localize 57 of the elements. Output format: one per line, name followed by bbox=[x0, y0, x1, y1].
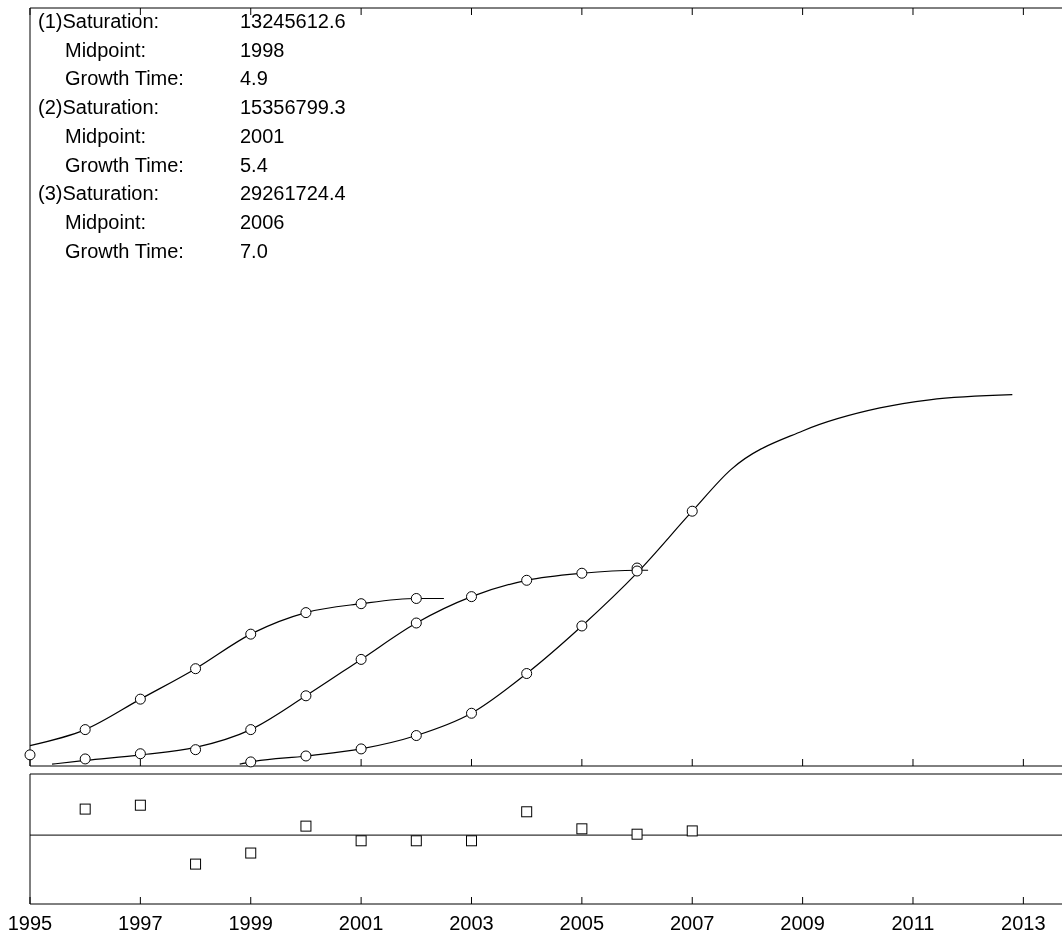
point bbox=[134, 693, 146, 705]
point bbox=[355, 743, 367, 755]
point bbox=[134, 748, 146, 760]
point bbox=[466, 835, 477, 847]
text: Growth Time: 5.4 bbox=[65, 153, 268, 176]
text: (3)Saturation: 29261724.4 bbox=[38, 182, 346, 205]
point bbox=[576, 620, 588, 632]
text: Growth Time: 4.9 bbox=[65, 67, 268, 90]
point bbox=[245, 847, 257, 859]
point bbox=[686, 505, 698, 517]
text: (1)Saturation: 13245612.6 bbox=[38, 10, 346, 32]
point bbox=[576, 567, 588, 579]
text: (2)Saturation: 15356799.3 bbox=[38, 96, 346, 119]
x-tick-label: 1997 bbox=[118, 912, 163, 934]
point bbox=[24, 749, 36, 761]
x-tick-label: 2005 bbox=[559, 912, 605, 934]
x-tick-label: 2003 bbox=[449, 912, 494, 934]
point bbox=[466, 707, 477, 719]
point bbox=[79, 753, 91, 765]
point bbox=[410, 835, 422, 847]
x-tick-label: 1995 bbox=[7, 912, 53, 934]
text: Growth Time: 7.0 bbox=[65, 239, 268, 262]
point bbox=[521, 806, 533, 818]
point bbox=[134, 799, 146, 811]
point bbox=[410, 730, 422, 742]
point bbox=[190, 663, 202, 675]
x-tick-label: 2013 bbox=[1001, 912, 1046, 934]
point bbox=[410, 592, 422, 604]
point bbox=[300, 820, 312, 832]
point bbox=[576, 823, 588, 835]
point bbox=[300, 607, 312, 619]
point bbox=[300, 750, 312, 762]
x-tick-label: 2007 bbox=[670, 912, 715, 934]
point bbox=[521, 574, 533, 586]
point bbox=[355, 835, 367, 847]
point bbox=[79, 803, 91, 815]
x-tick-label: 1999 bbox=[228, 912, 273, 934]
point bbox=[355, 653, 367, 665]
text: Midpoint: 1998 bbox=[65, 38, 285, 61]
point bbox=[466, 591, 477, 603]
x-tick-label: 2001 bbox=[338, 912, 384, 934]
text: Midpoint: 2006 bbox=[65, 210, 285, 233]
text: Midpoint: 2001 bbox=[65, 124, 285, 147]
point bbox=[686, 825, 698, 837]
point bbox=[631, 828, 643, 840]
point bbox=[79, 724, 91, 736]
x-tick-label: 2011 bbox=[891, 912, 935, 934]
point bbox=[245, 724, 257, 736]
point bbox=[245, 628, 257, 640]
x-tick-label: 2009 bbox=[780, 912, 825, 934]
point bbox=[355, 598, 367, 610]
point bbox=[190, 744, 202, 756]
point bbox=[521, 668, 533, 680]
point bbox=[245, 756, 257, 768]
point bbox=[410, 617, 422, 629]
point bbox=[300, 690, 312, 702]
point bbox=[190, 858, 202, 870]
